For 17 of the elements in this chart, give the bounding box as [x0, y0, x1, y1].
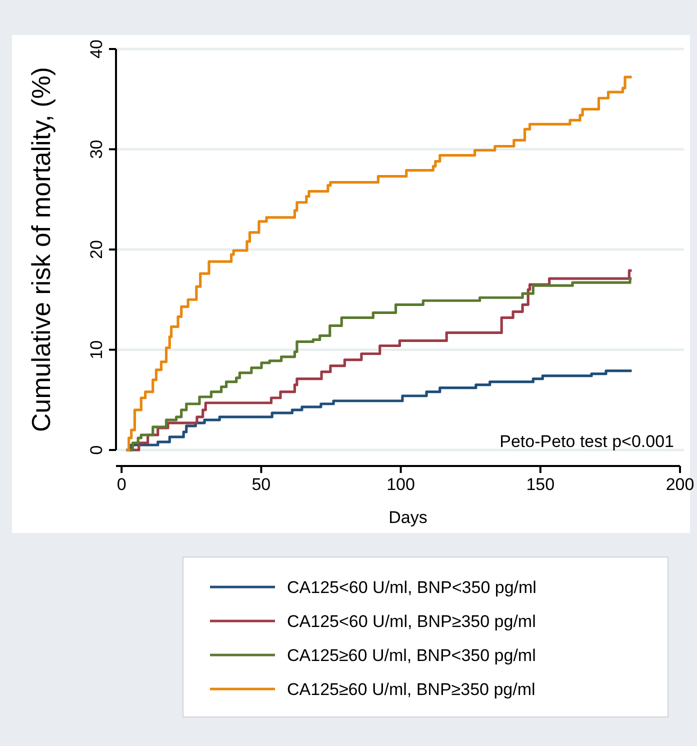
y-tick-label: 30 [87, 140, 106, 159]
legend-label: CA125≥60 U/ml, BNP<350 pg/ml [287, 646, 536, 665]
x-tick-label: 0 [116, 475, 126, 494]
x-tick-label: 200 [666, 475, 694, 494]
y-axis-title: Cumulative risk of mortality, (%) [26, 66, 56, 432]
x-tick-label: 100 [386, 475, 415, 494]
legend-label: CA125<60 U/ml, BNP≥350 pg/ml [287, 612, 536, 631]
y-tick-label: 40 [87, 40, 106, 58]
legend-label: CA125<60 U/ml, BNP<350 pg/ml [287, 578, 536, 597]
x-tick-label: 50 [252, 475, 271, 494]
x-axis-title: Days [388, 508, 428, 527]
y-tick-label: 0 [87, 445, 106, 455]
y-tick-label: 20 [87, 240, 106, 259]
annotation: Peto-Peto test p<0.001 [500, 432, 674, 451]
y-tick-label: 10 [87, 340, 106, 360]
legend-label: CA125≥60 U/ml, BNP≥350 pg/ml [287, 680, 536, 699]
x-tick-label: 150 [526, 475, 555, 494]
